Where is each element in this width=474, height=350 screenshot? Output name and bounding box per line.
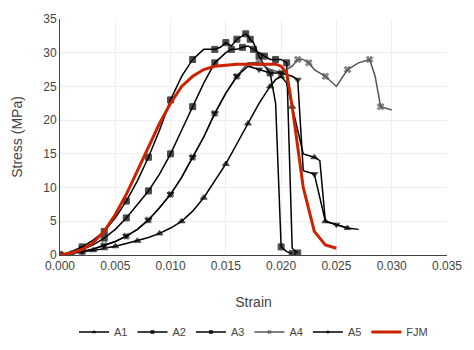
svg-text:A5: A5	[348, 326, 361, 338]
svg-text:A1: A1	[114, 326, 127, 338]
svg-text:0.035: 0.035	[432, 259, 462, 273]
svg-text:20: 20	[43, 113, 57, 127]
svg-text:0.030: 0.030	[377, 259, 407, 273]
svg-text:0.020: 0.020	[266, 259, 296, 273]
svg-text:35: 35	[43, 12, 57, 26]
svg-text:FJM: FJM	[406, 326, 427, 338]
svg-text:A2: A2	[172, 326, 185, 338]
svg-text:30: 30	[43, 46, 57, 60]
svg-text:5: 5	[50, 214, 57, 228]
svg-text:15: 15	[43, 147, 57, 161]
svg-text:A3: A3	[231, 326, 244, 338]
svg-text:10: 10	[43, 181, 57, 195]
svg-text:Stress (MPa): Stress (MPa)	[9, 96, 25, 178]
svg-text:0.015: 0.015	[211, 259, 241, 273]
svg-text:0.000: 0.000	[45, 259, 75, 273]
svg-text:25: 25	[43, 80, 57, 94]
svg-text:0.010: 0.010	[156, 259, 186, 273]
svg-text:Strain: Strain	[235, 294, 272, 310]
svg-text:A4: A4	[289, 326, 302, 338]
svg-text:0: 0	[50, 248, 57, 262]
svg-text:0.025: 0.025	[321, 259, 351, 273]
svg-text:0.005: 0.005	[100, 259, 130, 273]
